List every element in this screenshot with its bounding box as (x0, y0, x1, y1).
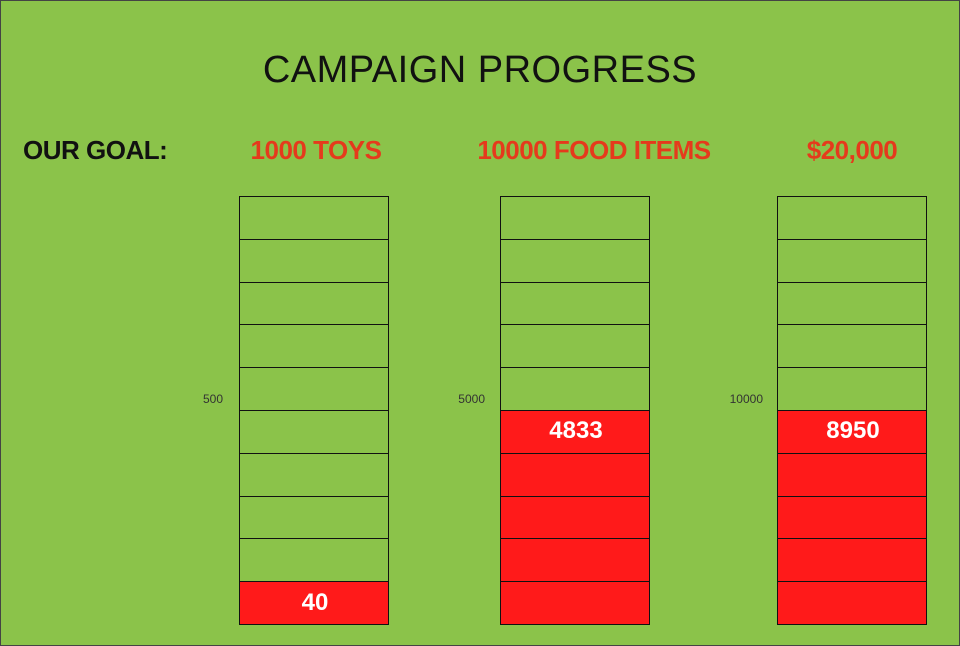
goal-toys: 1000 TOYS (250, 135, 382, 165)
thermometer-segment (500, 452, 650, 497)
goal-food-items: 10000 FOOD ITEMS (477, 135, 711, 165)
thermometer-segment (239, 538, 389, 583)
thermometer-segment (777, 196, 927, 240)
goal-money: $20,000 (806, 135, 898, 165)
midpoint-label-money: 10000 (729, 392, 763, 406)
thermometer-money: 8950 (777, 196, 929, 625)
midpoint-label-food: 5000 (458, 392, 485, 406)
thermometer-segment (239, 581, 389, 625)
thermometer-segment (777, 238, 927, 283)
thermometer-segment (500, 196, 650, 240)
thermometer-segment (239, 495, 389, 540)
thermometer-food-items: 4833 (500, 196, 652, 625)
thermometer-segment (239, 324, 389, 369)
thermometer-segment (239, 281, 389, 326)
thermometer-segment (777, 452, 927, 497)
thermometer-segment (239, 196, 389, 240)
thermometer-segment (500, 367, 650, 411)
thermometer-toys: 40 (239, 196, 391, 625)
thermometer-segment (777, 538, 927, 583)
thermometer-segment (777, 495, 927, 540)
thermometer-segment (777, 324, 927, 369)
bar-value-food-items: 4833 (549, 417, 603, 445)
thermometer-segment (777, 367, 927, 411)
thermometer-segment (239, 367, 389, 411)
thermometer-segment (239, 238, 389, 283)
thermometer-segment (500, 495, 650, 540)
thermometer-segment (239, 452, 389, 497)
thermometer-segment (777, 281, 927, 326)
chart-title: CAMPAIGN PROGRESS (262, 49, 698, 91)
goal-label: OUR GOAL: (23, 135, 168, 165)
bar-value-money: 8950 (826, 417, 880, 445)
thermometer-segment (500, 324, 650, 369)
midpoint-label-toys: 500 (202, 392, 223, 406)
thermometer-segment (500, 238, 650, 283)
thermometer-segment (500, 410, 650, 454)
bar-value-toys: 40 (301, 588, 329, 616)
thermometer-segment (500, 538, 650, 583)
thermometer-segment (500, 281, 650, 326)
thermometer-segment (777, 581, 927, 625)
thermometer-segment (239, 410, 389, 454)
thermometer-segment (500, 581, 650, 625)
